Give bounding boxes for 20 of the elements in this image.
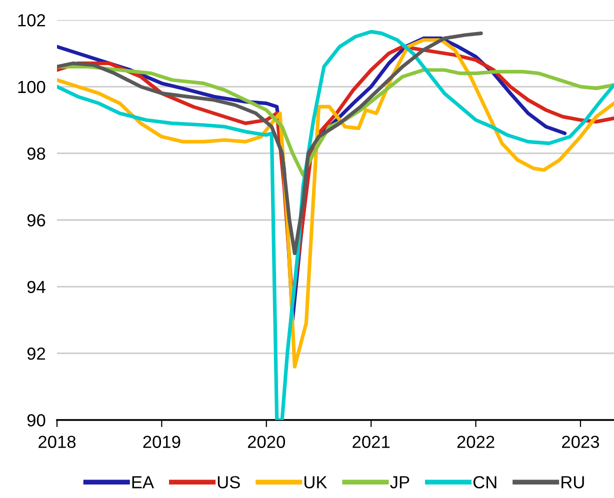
legend-label: UK [304, 476, 328, 488]
x-tick-label: 2021 [352, 436, 390, 448]
y-tick-label: 100 [18, 80, 46, 94]
legend-label: RU [562, 476, 584, 488]
x-tick-label: 2019 [143, 436, 180, 448]
y-tick-label: 98 [27, 148, 46, 160]
y-tick-label: 90 [27, 414, 46, 426]
legend-label: EA [132, 476, 154, 488]
x-tick-label: 2020 [248, 436, 286, 448]
legend-label: JP [390, 476, 410, 488]
legend-label: US [218, 476, 240, 488]
legend-label: CN [473, 476, 496, 488]
x-tick-label: 2022 [457, 436, 494, 448]
line-series [57, 32, 483, 256]
y-tick-label: 102 [18, 14, 46, 26]
y-tick-label: 92 [27, 348, 46, 360]
x-tick-label: 2023 [562, 436, 600, 448]
y-tick-label: 94 [27, 280, 46, 294]
x-tick-label: 2018 [38, 436, 76, 448]
y-tick-label: 96 [27, 214, 46, 226]
